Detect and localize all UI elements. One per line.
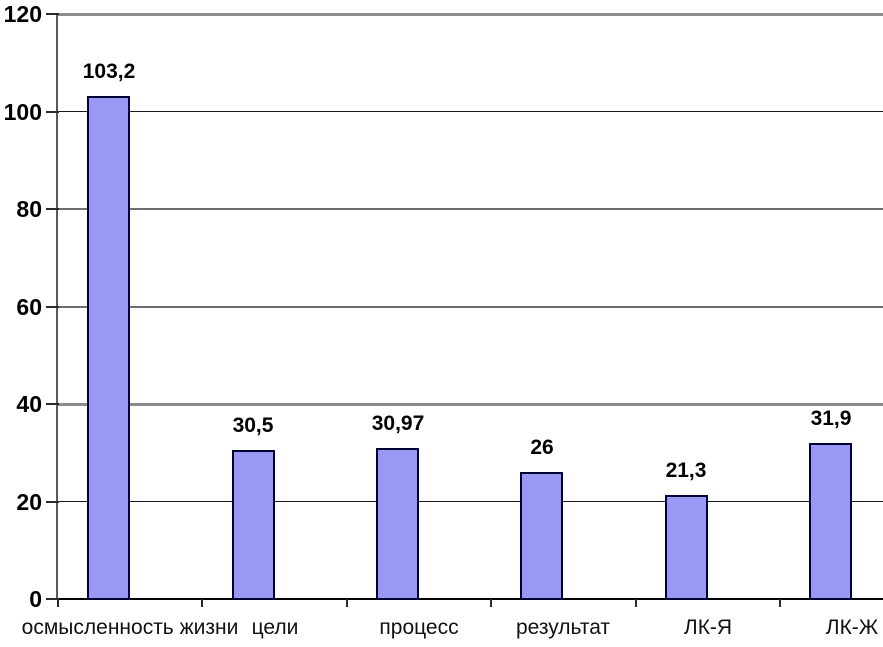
y-axis-tick [46,501,59,503]
gridline-y120 [58,13,883,16]
bar-value-label: 103,2 [82,60,136,83]
bar-value-label: 26 [530,436,554,459]
x-axis-category-label: цели [251,616,299,639]
bar-4 [520,472,563,600]
x-axis-category-label: ЛК-Ж [825,616,879,639]
gridline-y60 [58,306,883,308]
x-axis-category-label: результат [515,616,611,639]
x-axis-category-label: ЛК-Я [683,616,733,639]
gridline-y20 [58,501,883,502]
bar-1 [87,96,130,600]
bar-6 [809,443,852,600]
y-axis-tick [46,13,59,15]
y-axis-tick [46,598,59,600]
x-axis-line [46,598,883,600]
y-axis-tick-label: 120 [3,1,42,27]
x-axis-category-label: процесс [379,616,459,639]
bar-5 [665,495,708,600]
x-axis-tick [346,599,348,607]
bar-2 [232,450,275,600]
y-axis-tick-label: 40 [16,391,42,417]
x-axis-tick [635,599,637,607]
bar-value-label: 21,3 [665,459,707,482]
x-axis-tick [779,599,781,607]
gridline-y100 [58,111,883,112]
bar-value-label: 31,9 [810,407,852,430]
bar-value-label: 30,5 [232,414,274,437]
x-axis-tick [57,599,59,607]
bar-3 [376,448,419,600]
y-axis-tick [46,208,59,210]
y-axis-tick [46,403,59,405]
x-axis-tick [490,599,492,607]
gridline-y80 [58,208,883,210]
gridline-y40 [58,403,883,406]
x-axis-tick [201,599,203,607]
y-axis-tick-label: 20 [16,489,42,515]
y-axis-tick [46,111,59,113]
x-axis-category-label: осмысленность жизни [21,616,239,639]
y-axis-tick-label: 80 [16,196,42,222]
y-axis-tick-label: 60 [16,294,42,320]
y-axis-tick [46,306,59,308]
y-axis-tick-label: 0 [29,586,42,612]
y-axis-tick-label: 100 [3,99,42,125]
bar-value-label: 30,97 [371,412,425,435]
